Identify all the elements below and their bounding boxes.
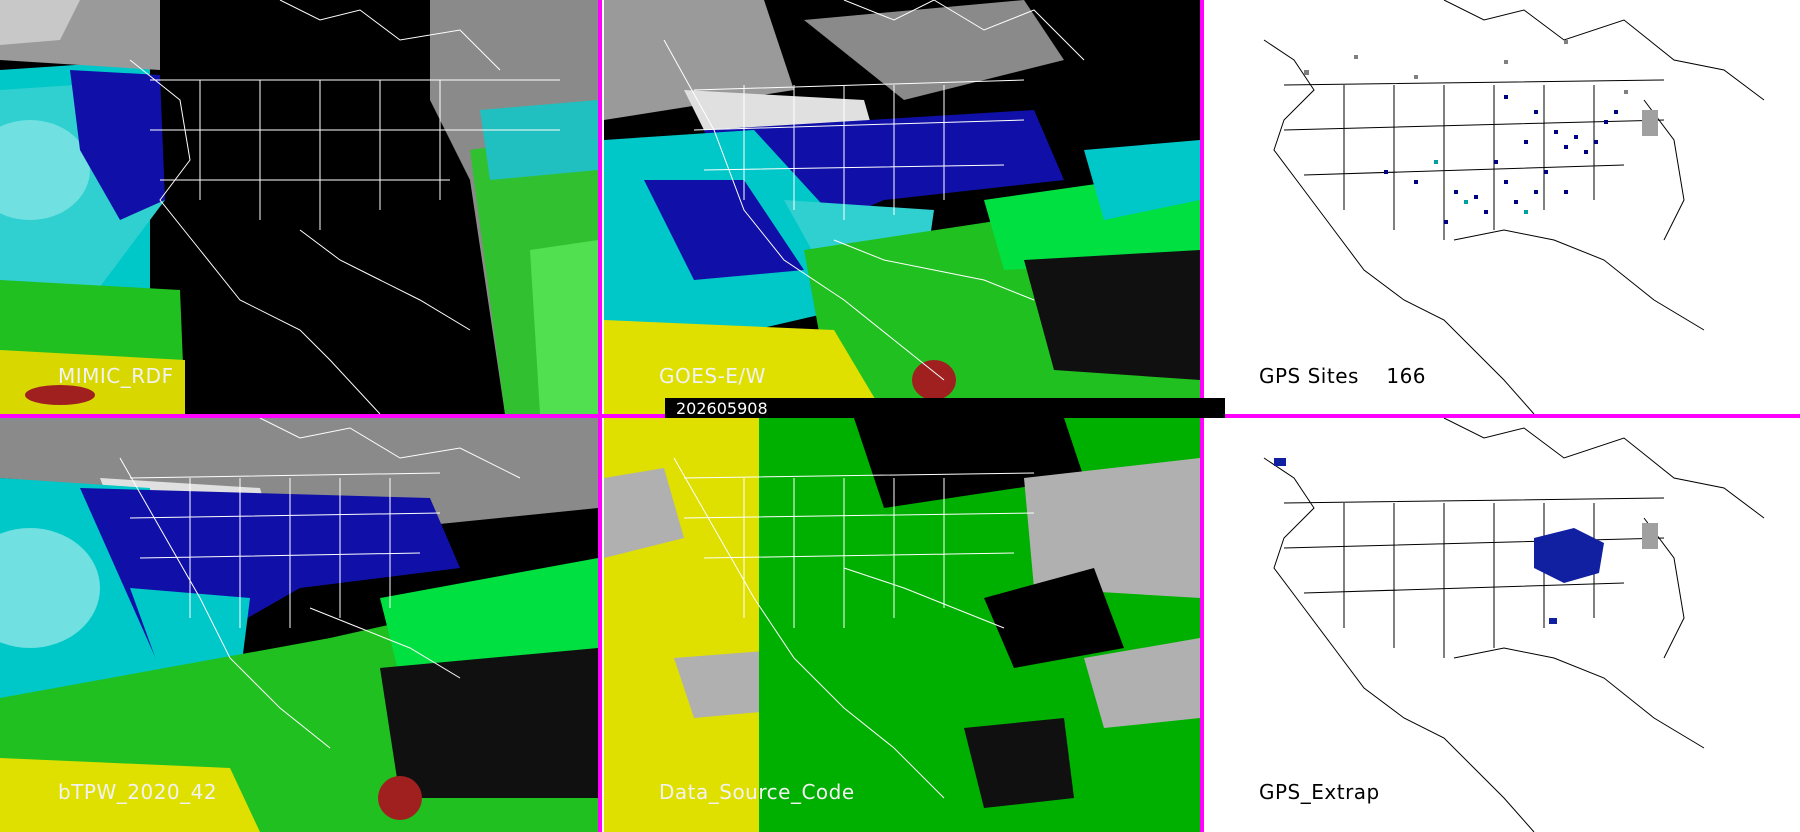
data-source-code-label: Data_Source_Code xyxy=(659,780,855,804)
gps-extrap-map-panel: GPS_Extrap xyxy=(1204,418,1800,832)
timestamp-label: 202605908 xyxy=(676,399,768,418)
mimic-rdf-map xyxy=(0,0,598,414)
timestamp-bar xyxy=(665,398,1225,418)
mimic-rdf-map-panel: MIMIC_RDF xyxy=(0,0,598,414)
gps-extrap-map xyxy=(1204,418,1800,832)
panel-divider-vertical-left xyxy=(598,0,602,832)
goes-ew-label: GOES-E/W xyxy=(659,364,766,388)
goes-ew-map xyxy=(604,0,1200,414)
gps-sites-label: GPS Sites 166 xyxy=(1259,364,1427,388)
gps-sites-map-panel: GPS Sites 166 xyxy=(1204,0,1800,414)
btpw-map-panel: bTPW_2020_42 xyxy=(0,418,598,832)
gps-sites-map xyxy=(1204,0,1800,414)
data-source-code-map-panel: Data_Source_Code xyxy=(604,418,1200,832)
goes-ew-map-panel: GOES-E/W xyxy=(604,0,1200,414)
gps-extrap-label: GPS_Extrap xyxy=(1259,780,1380,804)
mimic-rdf-label: MIMIC_RDF xyxy=(58,364,174,388)
btpw-map xyxy=(0,418,598,832)
btpw-label: bTPW_2020_42 xyxy=(58,780,218,804)
data-source-code-map xyxy=(604,418,1200,832)
